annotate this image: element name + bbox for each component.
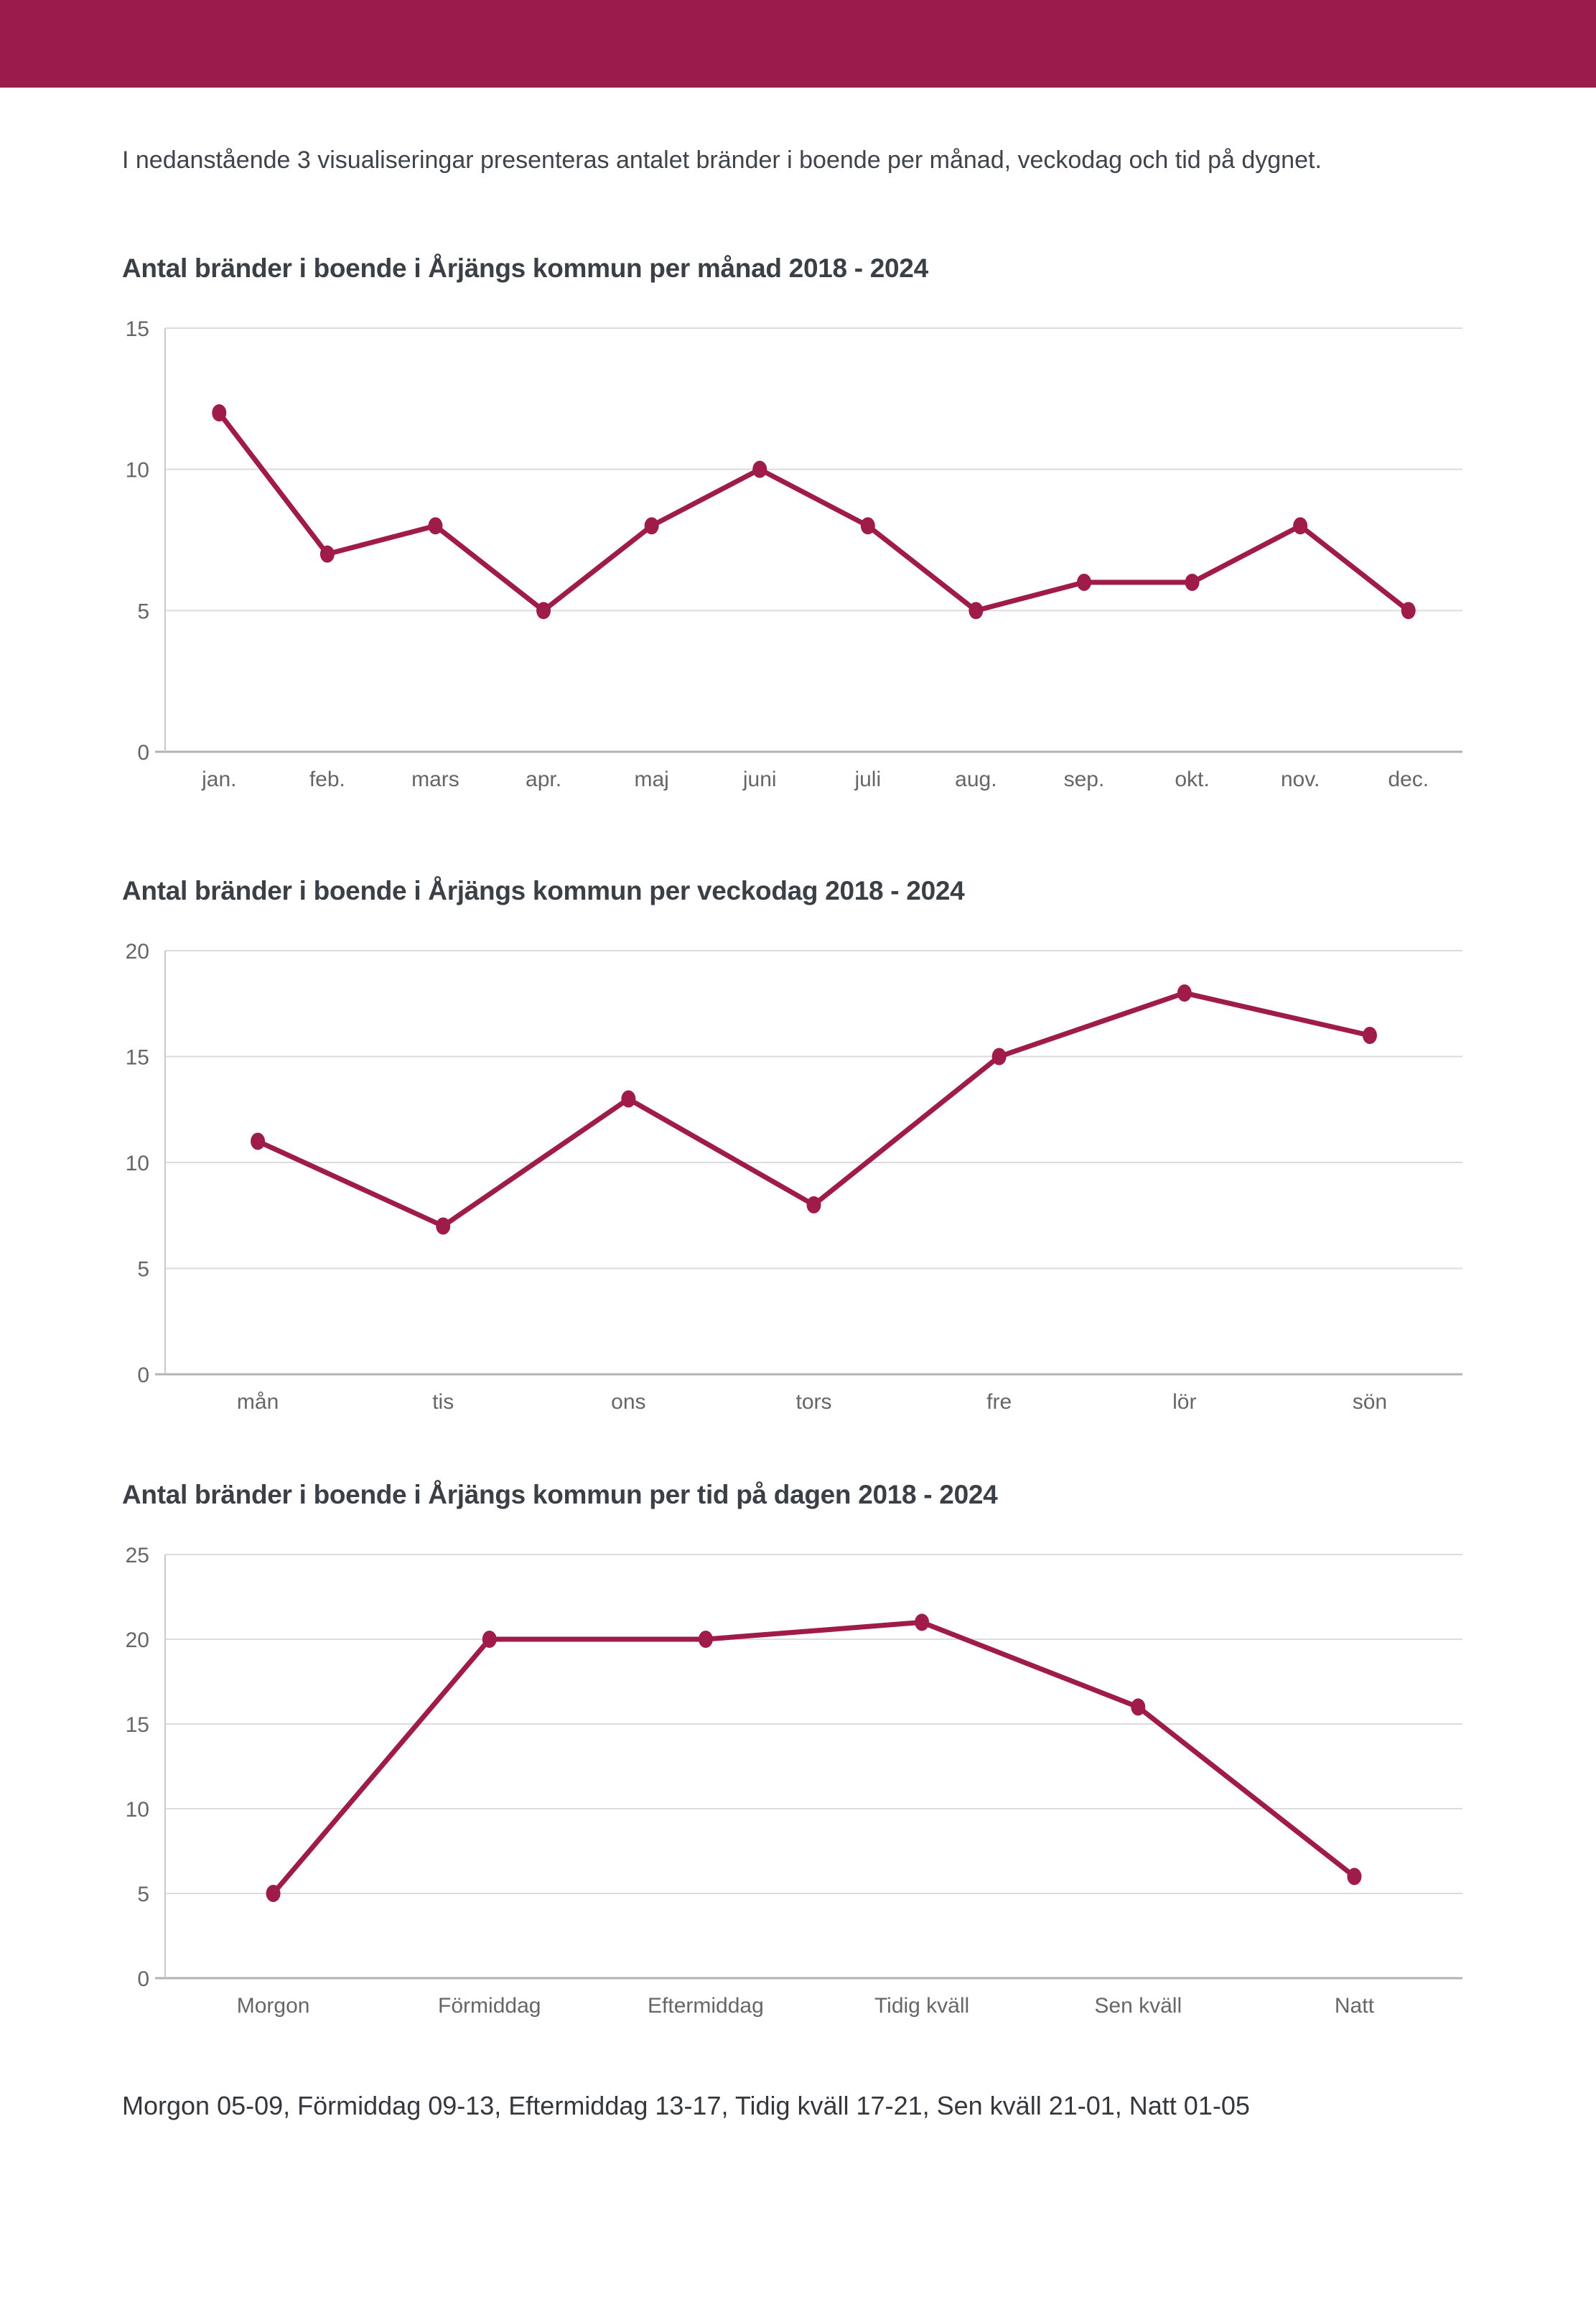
- svg-text:sep.: sep.: [1064, 768, 1105, 791]
- svg-text:Eftermiddag: Eftermiddag: [648, 1994, 764, 2018]
- svg-text:juni: juni: [742, 768, 777, 791]
- svg-text:20: 20: [126, 940, 149, 964]
- svg-text:Natt: Natt: [1335, 1994, 1375, 2018]
- svg-text:15: 15: [126, 1713, 149, 1737]
- svg-text:10: 10: [126, 1798, 149, 1822]
- svg-text:maj: maj: [634, 768, 668, 791]
- svg-text:5: 5: [137, 600, 149, 623]
- svg-text:25: 25: [126, 1544, 149, 1567]
- svg-text:mars: mars: [411, 768, 459, 791]
- svg-text:0: 0: [137, 1967, 149, 1991]
- svg-text:tors: tors: [795, 1390, 831, 1414]
- svg-text:ons: ons: [611, 1390, 645, 1414]
- svg-text:5: 5: [137, 1883, 149, 1906]
- svg-text:fre: fre: [986, 1390, 1012, 1414]
- svg-text:5: 5: [137, 1257, 149, 1281]
- chart-section-weekday: Antal bränder i boende i Årjängs kommun …: [0, 876, 1596, 1437]
- line-chart-weekday: 0 5 10 15 20 mån tis ons tors fre lör sön: [80, 931, 1596, 1437]
- svg-text:sön: sön: [1353, 1390, 1387, 1414]
- svg-text:20: 20: [126, 1628, 149, 1652]
- svg-text:dec.: dec.: [1388, 768, 1429, 791]
- svg-text:apr.: apr.: [526, 768, 561, 791]
- svg-text:aug.: aug.: [955, 768, 997, 791]
- svg-text:15: 15: [126, 1045, 149, 1069]
- svg-text:Förmiddag: Förmiddag: [438, 1994, 541, 2018]
- svg-text:Tidig kväll: Tidig kväll: [874, 1994, 969, 2018]
- line-chart-time-of-day: 0 5 10 15 20 25 Morgon Förmiddag Eftermiddag Tidi…: [80, 1534, 1596, 2041]
- line-chart-monthly: 0 5 10 15 jan. feb. mars apr. maj juni juli aug. sep…: [80, 308, 1596, 814]
- svg-text:mån: mån: [237, 1390, 279, 1414]
- svg-text:tis: tis: [432, 1390, 454, 1414]
- chart-title-time-of-day: Antal bränder i boende i Årjängs kommun …: [122, 1479, 998, 1509]
- svg-text:jan.: jan.: [201, 768, 236, 791]
- svg-text:juli: juli: [854, 768, 881, 791]
- header-bar: [0, 0, 1596, 88]
- chart-title-monthly: Antal bränder i boende i Årjängs kommun …: [122, 253, 928, 283]
- svg-text:Sen kväll: Sen kväll: [1094, 1994, 1182, 2018]
- chart-section-monthly: Antal bränder i boende i Årjängs kommun …: [0, 253, 1596, 814]
- footnote-text: Morgon 05-09, Förmiddag 09-13, Eftermidd…: [122, 2090, 1250, 2120]
- svg-text:lör: lör: [1172, 1390, 1196, 1414]
- svg-text:10: 10: [126, 1152, 149, 1175]
- chart-plot: 0 5 10 15 20 25 Morgon Förmiddag Eftermiddag Tidi…: [126, 1544, 1462, 2018]
- svg-text:feb.: feb.: [309, 768, 345, 791]
- svg-text:0: 0: [137, 741, 149, 765]
- svg-text:nov.: nov.: [1281, 768, 1320, 791]
- svg-text:okt.: okt.: [1175, 768, 1209, 791]
- chart-section-time-of-day: Antal bränder i boende i Årjängs kommun …: [0, 1480, 1596, 2041]
- svg-text:10: 10: [126, 458, 149, 482]
- chart-plot: 0 5 10 15 jan. feb. mars apr. maj juni juli aug. sep…: [126, 317, 1462, 791]
- chart-plot: 0 5 10 15 20 mån tis ons tors fre lör sön: [126, 940, 1462, 1414]
- intro-text: I nedanstående 3 visualiseringar present…: [122, 146, 1322, 174]
- svg-text:Morgon: Morgon: [237, 1994, 310, 2018]
- svg-text:15: 15: [126, 317, 149, 341]
- chart-title-weekday: Antal bränder i boende i Årjängs kommun …: [122, 875, 965, 905]
- svg-text:0: 0: [137, 1364, 149, 1387]
- report-body: I nedanstående 3 visualiseringar present…: [0, 145, 1596, 2121]
